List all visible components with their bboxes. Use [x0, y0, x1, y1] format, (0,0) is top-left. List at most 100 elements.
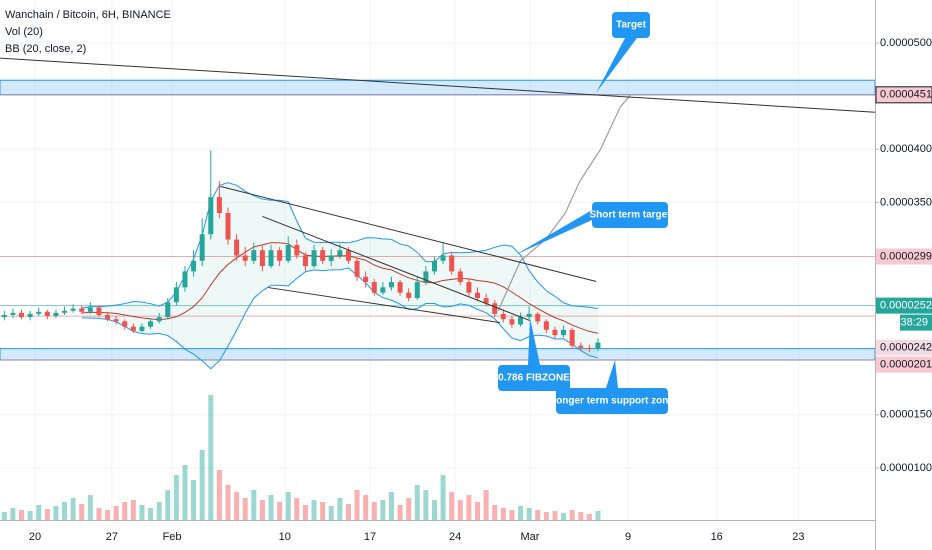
- x-tick-label: 16: [711, 531, 723, 543]
- volume-bar: [371, 502, 377, 520]
- candle-body: [320, 250, 326, 261]
- volume-bar: [518, 506, 524, 520]
- callout-text: 0.786 FIBZONE: [498, 373, 570, 384]
- volume-bar: [259, 500, 265, 520]
- volume-bar: [113, 506, 119, 520]
- volume-bar: [10, 508, 16, 520]
- indicator-label: Vol (20): [5, 26, 43, 38]
- candle-body: [173, 287, 179, 303]
- volume-bar: [27, 511, 33, 520]
- x-tick-label: 24: [449, 531, 461, 543]
- candle-body: [191, 260, 197, 272]
- candle-body: [70, 308, 76, 311]
- volume-bar: [500, 508, 506, 520]
- candle-body: [19, 312, 25, 318]
- candle-body: [328, 255, 334, 261]
- volume-bar: [354, 490, 360, 520]
- candle-body: [518, 317, 524, 325]
- y-tick-label: 0.00001000: [880, 462, 932, 474]
- candle-body: [234, 239, 240, 256]
- volume-bar: [87, 495, 93, 520]
- volume-bar: [122, 502, 128, 520]
- projection-line: [497, 94, 632, 311]
- plot: [0, 0, 876, 520]
- candle-body: [36, 311, 42, 314]
- volume-bar: [311, 500, 317, 520]
- x-tick-label: 17: [364, 531, 376, 543]
- volume-bar: [44, 509, 50, 520]
- zone: [0, 79, 876, 96]
- candle-body: [397, 282, 403, 293]
- callout-pointer: [596, 38, 637, 93]
- volume-bar: [96, 508, 102, 520]
- candle-body: [552, 329, 558, 336]
- volume-bar: [526, 508, 532, 520]
- volume-bar: [173, 475, 179, 520]
- candle-body: [122, 321, 128, 327]
- trendline: [268, 287, 500, 324]
- price-label-box: [876, 297, 932, 314]
- x-tick-label: 20: [29, 531, 41, 543]
- callout-box: [556, 388, 668, 414]
- candle-body: [440, 255, 446, 261]
- candle-body: [105, 314, 111, 320]
- volume-bar: [165, 490, 171, 520]
- price-label: 0.00002429: [880, 342, 932, 354]
- volume-bar: [19, 510, 25, 520]
- volume-bar: [397, 505, 403, 520]
- volume-bar: [36, 505, 42, 520]
- volume-bar: [449, 492, 455, 520]
- volume-bar: [1, 512, 7, 520]
- candle-body: [431, 260, 437, 272]
- price-label-box: [876, 339, 932, 356]
- volume-bar: [199, 450, 205, 520]
- chart-title: Wanchain / Bitcoin, 6H, BINANCE: [5, 9, 171, 21]
- candle-body: [371, 282, 377, 293]
- candle-body: [500, 313, 506, 320]
- volume-bar: [578, 512, 584, 520]
- candle-body: [561, 329, 567, 336]
- x-tick-label: Feb: [163, 531, 182, 543]
- volume-bar: [414, 485, 420, 520]
- volume-bar: [234, 492, 240, 520]
- volume-bar: [130, 500, 136, 520]
- callout-pointer: [528, 318, 540, 365]
- candle-body: [242, 255, 248, 261]
- candle-body: [569, 329, 575, 346]
- volume-bar: [268, 495, 274, 520]
- candle-body: [27, 313, 33, 318]
- candle-body: [475, 292, 481, 298]
- candle-body: [449, 255, 455, 272]
- volume-bar: [535, 510, 541, 520]
- volume-bar: [380, 500, 386, 520]
- x-tick-label: 27: [106, 531, 118, 543]
- price-label-box: [876, 356, 932, 373]
- callout-box: [592, 202, 668, 228]
- candle-body: [259, 250, 265, 267]
- candle-body: [294, 244, 300, 256]
- candle-body: [268, 250, 274, 267]
- countdown-box: [900, 314, 932, 331]
- x-tick-label: Mar: [521, 531, 540, 543]
- candle-body: [199, 234, 205, 261]
- candle-body: [79, 308, 85, 312]
- volume-bar: [586, 514, 592, 520]
- candle-body: [96, 307, 102, 315]
- candle-body: [225, 213, 231, 240]
- callout-box: [612, 12, 650, 38]
- callout-pointer: [606, 360, 618, 388]
- candle-body: [216, 197, 222, 214]
- candle-body: [457, 271, 463, 283]
- volume-bar: [105, 510, 111, 520]
- volume-bar: [285, 492, 291, 520]
- volume-bar: [492, 505, 498, 520]
- volume-bar: [483, 490, 489, 520]
- volume-bar: [440, 475, 446, 520]
- candle-body: [586, 347, 592, 349]
- trendline: [220, 185, 597, 282]
- volume-bar: [475, 502, 481, 520]
